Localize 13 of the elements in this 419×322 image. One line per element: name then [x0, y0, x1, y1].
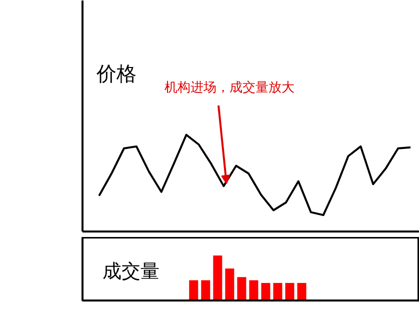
bar	[285, 282, 294, 300]
y-axis-title: 成交量	[102, 260, 160, 282]
bar	[273, 282, 282, 300]
bar	[237, 277, 246, 300]
bar	[249, 280, 258, 300]
y-axis-title: 价格	[96, 62, 136, 86]
bar	[189, 280, 198, 300]
bar	[261, 282, 270, 300]
text: 机构进场，成交量放大	[164, 80, 294, 96]
bar	[225, 268, 234, 300]
bar	[297, 282, 306, 300]
bar	[201, 280, 210, 300]
bar	[213, 256, 222, 300]
